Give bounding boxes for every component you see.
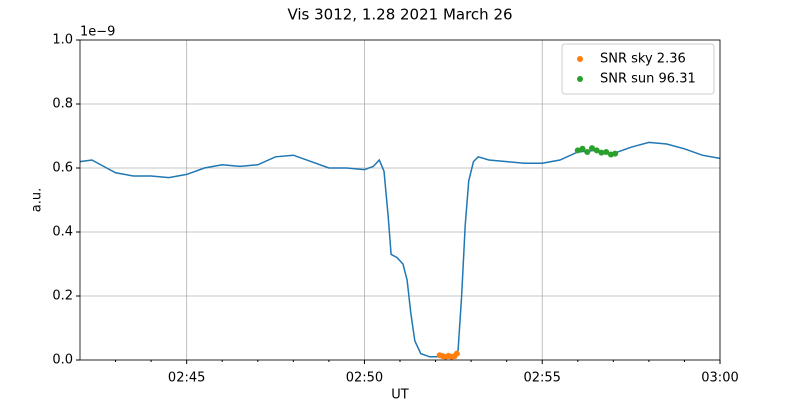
- data-point: [579, 145, 586, 152]
- y-tick-label: 0.4: [52, 225, 73, 240]
- y-tick-label: 0.0: [52, 353, 73, 368]
- plot-frame: [79, 39, 721, 361]
- legend-label: SNR sky 2.36: [600, 52, 686, 67]
- data-point: [603, 149, 610, 155]
- chart-title: Vis 3012, 1.28 2021 March 26: [287, 6, 512, 24]
- data-point: [598, 149, 605, 156]
- x-tick-label: 03:00: [701, 371, 738, 386]
- data-point: [584, 149, 591, 155]
- legend-marker: [577, 76, 583, 82]
- x-tick-label: 02:55: [523, 371, 560, 386]
- x-tick-label: 02:50: [346, 371, 383, 386]
- data-point: [612, 150, 619, 157]
- data-point: [589, 145, 595, 152]
- data-point: [453, 350, 460, 357]
- x-axis-label: UT: [391, 388, 409, 400]
- legend-marker: [577, 56, 583, 62]
- y-tick-label: 0.6: [52, 161, 73, 176]
- data-point: [593, 147, 600, 154]
- x-tick-label: 02:45: [168, 371, 205, 386]
- y-tick-label: 1.0: [52, 33, 73, 48]
- data-line: [79, 141, 721, 358]
- legend-label: SNR sun 96.31: [600, 72, 696, 87]
- y-tick-label: 0.8: [52, 97, 73, 112]
- y-offset: 1e−9: [80, 25, 115, 40]
- data-point: [574, 147, 581, 154]
- legend-box: [561, 43, 715, 95]
- y-tick-label: 0.2: [52, 289, 73, 304]
- y-axis-label: a.u.: [30, 188, 45, 212]
